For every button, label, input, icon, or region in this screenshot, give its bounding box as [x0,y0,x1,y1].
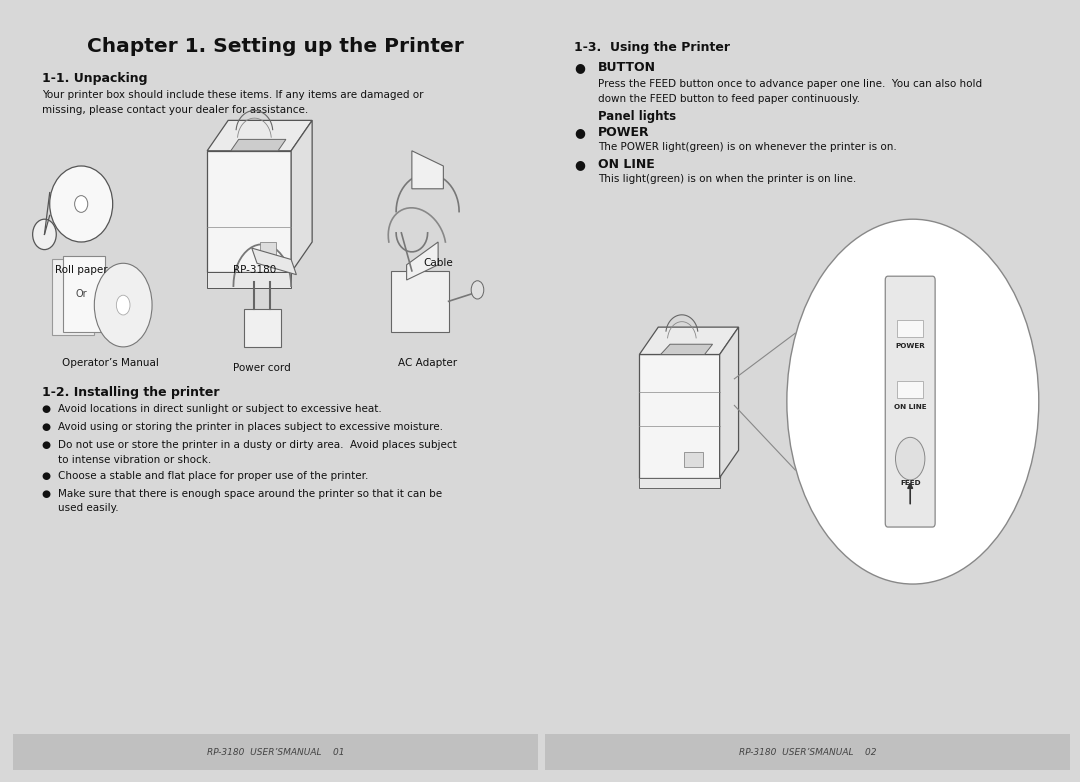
Text: This light(green) is on when the printer is on line.: This light(green) is on when the printer… [598,174,856,185]
Text: POWER: POWER [895,343,926,349]
Text: ●: ● [42,471,51,481]
Ellipse shape [32,219,56,249]
Bar [897,381,923,398]
Text: ON LINE: ON LINE [894,404,927,410]
Text: ●: ● [42,404,51,414]
Text: Avoid locations in direct sunlight or subject to excessive heat.: Avoid locations in direct sunlight or su… [57,404,381,414]
Polygon shape [639,327,739,354]
Text: Choose a stable and flat place for proper use of the printer.: Choose a stable and flat place for prope… [57,471,368,481]
Text: Power cord: Power cord [233,363,292,373]
Polygon shape [639,354,719,478]
Text: BUTTON: BUTTON [598,61,656,74]
Text: RP-3180  USER’SMANUAL    02: RP-3180 USER’SMANUAL 02 [739,748,877,756]
Bar [897,321,923,337]
Text: 1-1. Unpacking: 1-1. Unpacking [42,73,147,85]
Polygon shape [252,248,296,274]
Text: ●: ● [42,489,51,499]
Polygon shape [661,344,713,354]
Polygon shape [406,242,438,280]
Text: RP-3180: RP-3180 [233,265,276,274]
Text: Roll paper: Roll paper [55,265,108,274]
Text: ●: ● [42,422,51,432]
Polygon shape [207,272,292,288]
Text: POWER: POWER [598,127,649,139]
Polygon shape [244,309,281,347]
Ellipse shape [50,166,112,242]
Text: Your printer box should include these items. If any items are damaged or: Your printer box should include these it… [42,90,423,100]
Text: Press the FEED button once to advance paper one line.  You can also hold: Press the FEED button once to advance pa… [598,78,982,88]
Circle shape [117,295,130,315]
Text: Operator’s Manual: Operator’s Manual [62,357,159,368]
Polygon shape [391,271,448,332]
Polygon shape [207,151,292,272]
FancyBboxPatch shape [13,734,538,770]
Polygon shape [207,120,312,151]
Circle shape [787,219,1039,584]
Text: ●: ● [575,127,585,139]
Ellipse shape [75,196,87,213]
Text: Cable: Cable [423,258,453,268]
Bar [259,242,276,257]
Polygon shape [639,478,719,488]
Text: Avoid using or storing the printer in places subject to excessive moisture.: Avoid using or storing the printer in pl… [57,422,443,432]
Polygon shape [63,256,105,332]
Text: ●: ● [575,159,585,171]
Text: missing, please contact your dealer for assistance.: missing, please contact your dealer for … [42,106,308,115]
Text: 1-2. Installing the printer: 1-2. Installing the printer [42,386,219,400]
Polygon shape [52,260,94,335]
Polygon shape [231,139,286,151]
Circle shape [895,437,924,480]
Text: Make sure that there is enough space around the printer so that it can be: Make sure that there is enough space aro… [57,489,442,499]
Text: Do not use or store the printer in a dusty or dirty area.  Avoid places subject: Do not use or store the printer in a dus… [57,440,457,450]
Text: The POWER light(green) is on whenever the printer is on.: The POWER light(green) is on whenever th… [598,142,896,152]
Text: Chapter 1. Setting up the Printer: Chapter 1. Setting up the Printer [87,37,463,56]
Text: ●: ● [575,61,585,74]
Text: RP-3180  USER’SMANUAL    01: RP-3180 USER’SMANUAL 01 [206,748,345,756]
Text: AC Adapter: AC Adapter [399,357,457,368]
Circle shape [471,281,484,299]
Text: used easily.: used easily. [57,504,118,514]
Text: to intense vibration or shock.: to intense vibration or shock. [57,455,211,465]
Polygon shape [411,151,444,188]
Circle shape [94,264,152,347]
Text: Or: Or [76,289,87,300]
Text: Panel lights: Panel lights [598,110,676,124]
FancyBboxPatch shape [545,734,1070,770]
Text: ●: ● [42,440,51,450]
FancyBboxPatch shape [886,276,935,527]
Text: FEED: FEED [900,480,920,486]
Text: 1-3.  Using the Printer: 1-3. Using the Printer [575,41,730,54]
Text: ON LINE: ON LINE [598,159,654,171]
Polygon shape [719,327,739,478]
Polygon shape [292,120,312,272]
Text: down the FEED button to feed paper continuously.: down the FEED button to feed paper conti… [598,94,860,104]
Bar [685,452,703,468]
